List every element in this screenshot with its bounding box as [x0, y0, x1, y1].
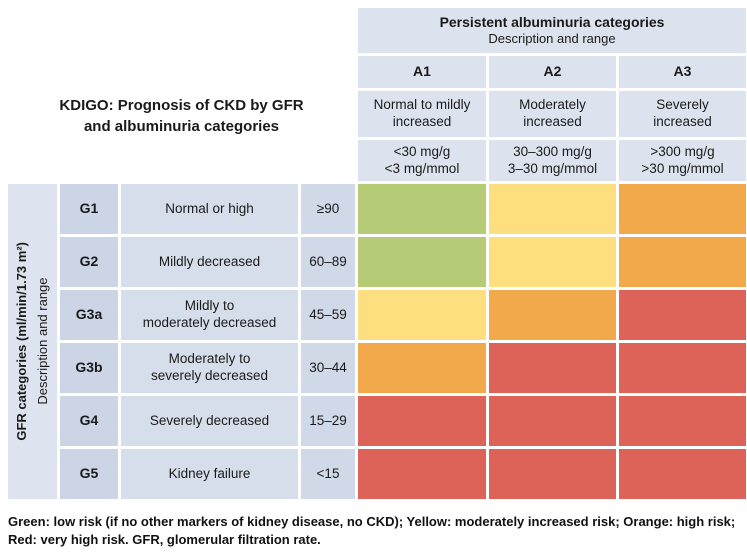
- row-range-g5: <15: [301, 449, 355, 499]
- column-range-a2: 30–300 mg/g 3–30 mg/mmol: [489, 140, 616, 181]
- row-description-g3b: Moderately to severely decreased: [121, 343, 298, 393]
- risk-cell-g3a-a3: [619, 290, 746, 340]
- column-description-a3: Severely increased: [619, 91, 746, 137]
- row-range-g1: ≥90: [301, 184, 355, 234]
- risk-cell-g3b-a1: [358, 343, 486, 393]
- albuminuria-header-subtitle: Description and range: [488, 31, 616, 47]
- row-code-g4: G4: [60, 396, 118, 446]
- risk-cell-g1-a1: [358, 184, 486, 234]
- row-description-g1: Normal or high: [121, 184, 298, 234]
- column-header-a1: A1: [358, 56, 486, 88]
- column-description-a2: Moderately increased: [489, 91, 616, 137]
- gfr-axis-subtitle: Description and range: [34, 277, 50, 406]
- risk-cell-g1-a3: [619, 184, 746, 234]
- gfr-axis-label: GFR categories (ml/min/1.73 m²) Descript…: [12, 242, 54, 441]
- gfr-axis-band: GFR categories (ml/min/1.73 m²) Descript…: [8, 184, 57, 499]
- risk-cell-g5-a3: [619, 449, 746, 499]
- row-code-g1: G1: [60, 184, 118, 234]
- risk-cell-g1-a2: [489, 184, 616, 234]
- column-header-a3: A3: [619, 56, 746, 88]
- figure-title: KDIGO: Prognosis of CKD by GFR and album…: [59, 96, 304, 135]
- risk-cell-g5-a1: [358, 449, 486, 499]
- risk-cell-g2-a3: [619, 237, 746, 287]
- row-description-g2: Mildly decreased: [121, 237, 298, 287]
- risk-cell-g4-a1: [358, 396, 486, 446]
- risk-cell-g3a-a2: [489, 290, 616, 340]
- risk-cell-g3b-a2: [489, 343, 616, 393]
- row-range-g2: 60–89: [301, 237, 355, 287]
- albuminuria-header-title: Persistent albuminuria categories: [439, 13, 665, 30]
- row-description-g3a: Mildly to moderately decreased: [121, 290, 298, 340]
- row-description-g4: Severely decreased: [121, 396, 298, 446]
- risk-cell-g3a-a1: [358, 290, 486, 340]
- row-range-g3b: 30–44: [301, 343, 355, 393]
- risk-cell-g2-a1: [358, 237, 486, 287]
- albuminuria-header: Persistent albuminuria categories Descri…: [358, 8, 746, 53]
- risk-cell-g5-a2: [489, 449, 616, 499]
- risk-cell-g4-a2: [489, 396, 616, 446]
- row-code-g2: G2: [60, 237, 118, 287]
- row-range-g4: 15–29: [301, 396, 355, 446]
- column-header-a2: A2: [489, 56, 616, 88]
- risk-cell-g4-a3: [619, 396, 746, 446]
- row-code-g3b: G3b: [60, 343, 118, 393]
- kdigo-risk-grid: KDIGO: Prognosis of CKD by GFR and album…: [8, 8, 747, 499]
- column-description-a1: Normal to mildly increased: [358, 91, 486, 137]
- column-range-a3: >300 mg/g >30 mg/mmol: [619, 140, 746, 181]
- row-code-g5: G5: [60, 449, 118, 499]
- gfr-axis-title: GFR categories (ml/min/1.73 m²): [13, 242, 29, 441]
- risk-cell-g2-a2: [489, 237, 616, 287]
- figure-caption: Green: low risk (if no other markers of …: [8, 514, 736, 548]
- row-range-g3a: 45–59: [301, 290, 355, 340]
- row-code-g3a: G3a: [60, 290, 118, 340]
- risk-cell-g3b-a3: [619, 343, 746, 393]
- row-description-g5: Kidney failure: [121, 449, 298, 499]
- column-range-a1: <30 mg/g <3 mg/mmol: [358, 140, 486, 181]
